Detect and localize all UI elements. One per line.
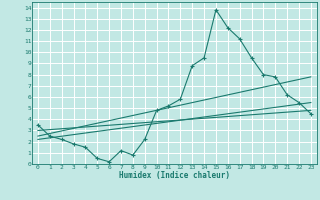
X-axis label: Humidex (Indice chaleur): Humidex (Indice chaleur) xyxy=(119,171,230,180)
